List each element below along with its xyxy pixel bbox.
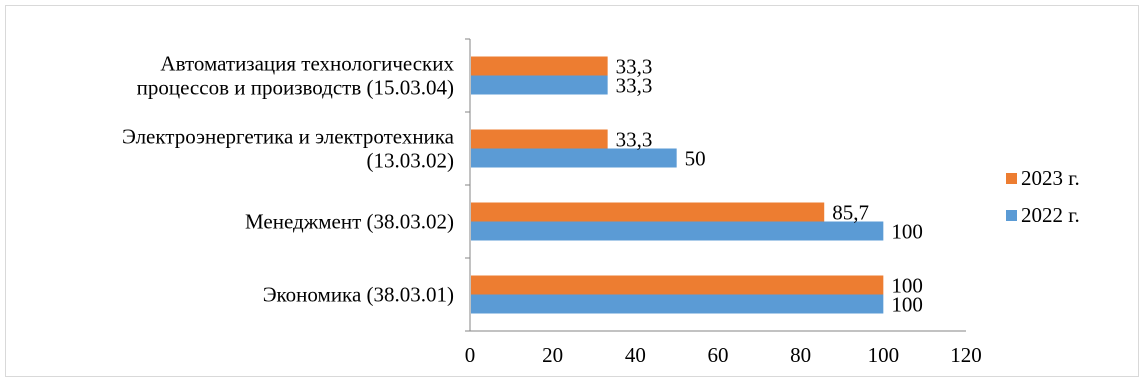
category-label: процессов и производств (15.03.04) [137,76,454,100]
x-tick-label: 20 [542,343,563,367]
x-tick-label: 120 [950,343,982,367]
tick-labels: 0 20 40 60 80 100 120 [465,343,982,367]
data-label: 33,3 [616,128,653,152]
legend-label: 2023 г. [1021,166,1080,190]
category-label: Автоматизация технологических [160,52,454,76]
x-tick-label: 0 [465,343,476,367]
category-label: (13.03.02) [367,149,455,173]
data-label: 100 [891,293,923,317]
bar [471,56,608,76]
x-tick-label: 60 [708,343,729,367]
bar [471,75,608,95]
legend-swatch [1006,210,1017,221]
bar-chart: Экономика (38.03.01) Менеджмент (38.03.02… [122,38,1080,367]
category-label: Электроэнергетика и электротехника [122,125,455,149]
category-label: Менеджмент (38.03.02) [245,210,454,234]
x-tick-label: 40 [625,343,646,367]
axes [465,38,966,332]
bar [471,129,608,149]
chart-frame: Экономика (38.03.01) Менеджмент (38.03.02… [5,5,1139,377]
legend-label: 2022 г. [1021,203,1080,227]
data-label: 33,3 [616,55,653,79]
data-label: 50 [685,147,706,171]
x-tick-label: 100 [868,343,900,367]
bars [471,56,884,314]
bar [471,202,825,222]
legend: 2023 г. 2022 г. [1006,166,1080,227]
bar [471,148,677,168]
x-tick-label: 80 [790,343,811,367]
data-label: 33,3 [616,74,653,98]
category-label: Экономика (38.03.01) [263,283,454,307]
legend-swatch [1006,173,1017,184]
category-labels: Экономика (38.03.01) Менеджмент (38.03.02… [122,52,455,307]
data-label: 100 [891,220,923,244]
data-label: 85,7 [832,201,869,225]
bar [471,275,884,295]
data-label: 100 [891,274,923,298]
bar [471,294,884,314]
bar [471,221,884,241]
